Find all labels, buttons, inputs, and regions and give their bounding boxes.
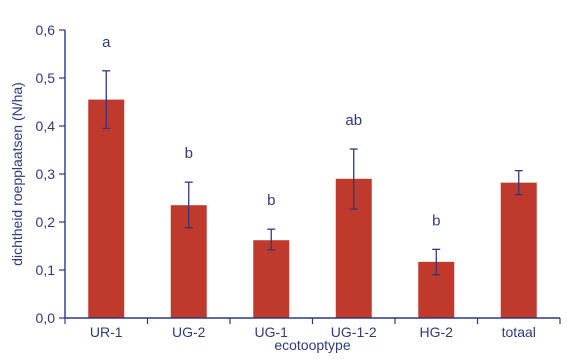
error-bars-layer	[102, 70, 523, 276]
x-axis-title: ecotooptype	[274, 337, 350, 353]
y-tick-label: 0,2	[36, 214, 56, 230]
y-tick-label: 0,5	[36, 70, 56, 86]
bar	[253, 240, 290, 318]
y-tick-label: 0,3	[36, 166, 56, 182]
axes-layer	[64, 30, 560, 319]
x-tick-label: totaal	[502, 324, 536, 340]
y-axis-title: dichtheid roepplaatsen (N/ha)	[9, 82, 25, 266]
x-tick-label: UG-1	[255, 324, 289, 340]
significance-label: b	[432, 212, 440, 229]
bar	[88, 99, 125, 318]
x-tick-label: HG-2	[420, 324, 454, 340]
significance-label: b	[267, 192, 275, 209]
x-tick-label: UR-1	[90, 324, 123, 340]
x-tick-label: UG-2	[172, 324, 206, 340]
significance-label: ab	[345, 112, 362, 129]
significance-label: a	[102, 34, 111, 51]
y-ticks: 0,0 0,1 0,2 0,3 0,4 0,5 0,6	[36, 22, 65, 326]
y-tick-label: 0,0	[36, 310, 56, 326]
x-tick-label: UG-1-2	[331, 324, 377, 340]
bar	[500, 182, 537, 318]
significance-label: b	[185, 145, 193, 162]
y-tick-label: 0,1	[36, 262, 56, 278]
y-tick-label: 0,4	[36, 118, 56, 134]
x-ticks: UR-1 UG-2 UG-1 UG-1-2 HG-2 totaal	[64, 318, 561, 340]
y-tick-label: 0,6	[36, 22, 56, 38]
bars-layer	[88, 99, 537, 318]
